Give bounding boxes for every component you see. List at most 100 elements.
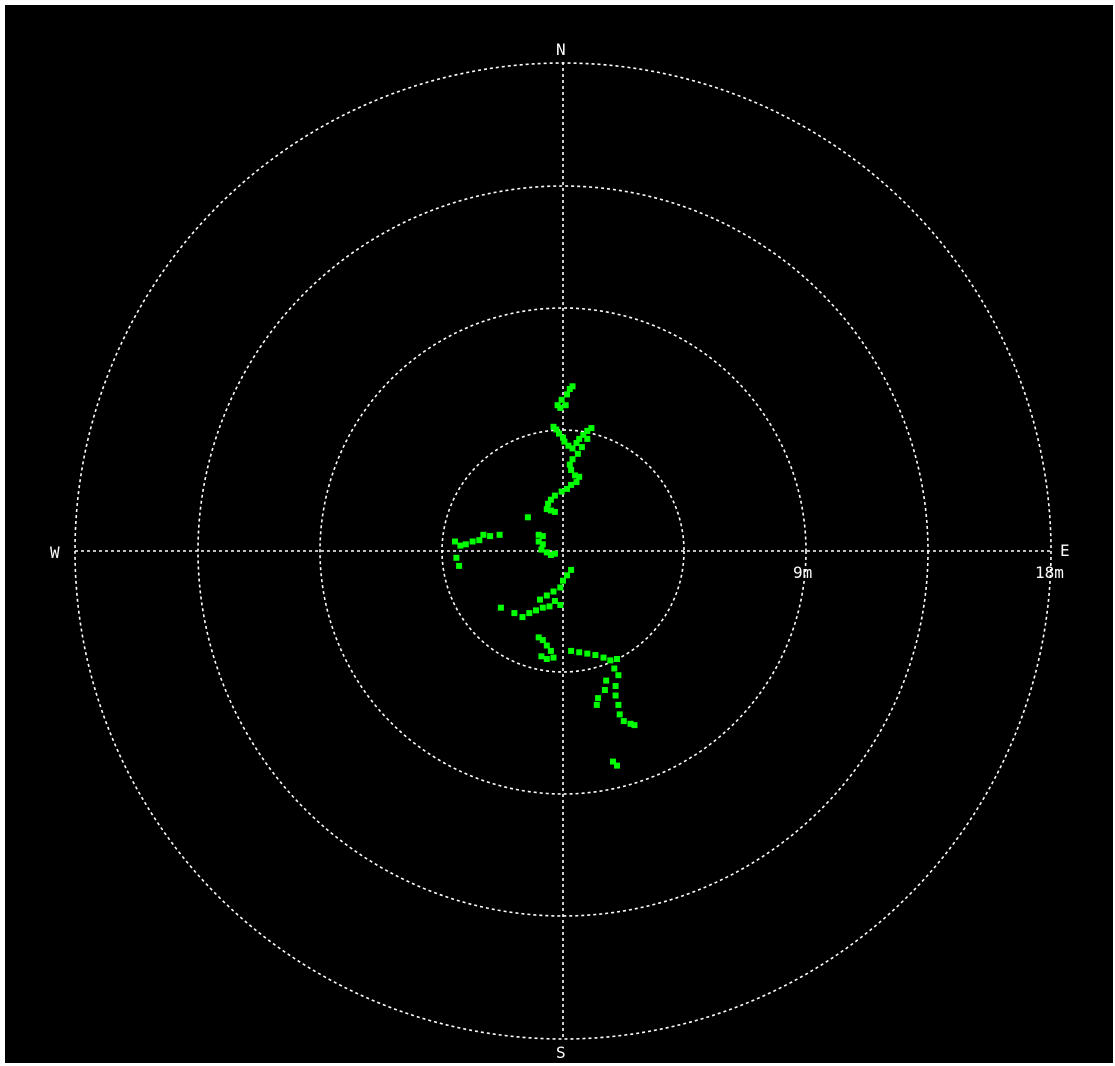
detection-point: [584, 427, 591, 434]
detection-point: [569, 445, 576, 452]
detection-point: [569, 456, 576, 463]
range-label-9m: 9m: [793, 563, 812, 582]
detection-point: [631, 722, 638, 729]
detection-point: [562, 402, 569, 409]
detection-point: [469, 538, 476, 545]
detection-point: [615, 701, 622, 708]
detection-point: [547, 647, 554, 654]
south-label: S: [556, 1043, 566, 1062]
detection-point: [600, 654, 607, 661]
detection-point: [566, 461, 573, 468]
detection-point: [524, 514, 531, 521]
range-grid: [74, 62, 1052, 1040]
detection-point: [573, 479, 580, 486]
detection-point: [535, 634, 542, 641]
detection-point: [603, 677, 610, 684]
detection-point: [476, 537, 483, 544]
detection-point: [543, 549, 550, 556]
detection-point: [539, 533, 546, 540]
detection-point: [558, 396, 565, 403]
detection-point: [496, 531, 503, 538]
detection-point: [543, 656, 550, 662]
detection-point: [543, 592, 550, 599]
detection-point: [561, 438, 568, 445]
detection-point: [526, 610, 533, 617]
detection-point: [547, 496, 554, 503]
detection-point: [519, 614, 526, 621]
detection-point: [610, 758, 616, 765]
detection-point: [566, 386, 573, 392]
detection-point: [487, 533, 494, 540]
detection-point: [565, 442, 572, 449]
detection-point: [462, 541, 469, 548]
detection-point: [550, 588, 557, 595]
detection-point: [456, 562, 463, 569]
detection-point: [595, 695, 602, 702]
detection-point: [557, 584, 564, 591]
detection-point: [511, 610, 518, 617]
detection-point: [572, 472, 579, 479]
detection-point: [611, 665, 618, 672]
detection-point: [551, 550, 558, 557]
detection-points: [452, 383, 638, 769]
detection-point: [573, 440, 580, 446]
detection-point: [539, 541, 546, 548]
detection-point: [612, 692, 619, 699]
detection-point: [568, 647, 575, 654]
detection-point: [453, 554, 460, 561]
north-label: N: [556, 40, 566, 59]
detection-point: [620, 718, 627, 725]
detection-point: [551, 492, 558, 499]
detection-point: [558, 488, 565, 495]
detection-point: [593, 701, 600, 708]
detection-point: [545, 500, 552, 507]
detection-point: [553, 426, 560, 433]
detection-point: [533, 607, 539, 614]
detection-point: [564, 572, 570, 579]
detection-point: [539, 637, 546, 644]
detection-point: [568, 566, 575, 573]
detection-point: [568, 481, 575, 488]
detection-point: [543, 506, 550, 513]
detection-point: [539, 604, 546, 611]
detection-point: [538, 546, 545, 553]
detection-point: [497, 604, 504, 611]
detection-point: [551, 508, 558, 515]
detection-point: [535, 531, 542, 538]
detection-point: [588, 425, 595, 432]
detection-point: [574, 450, 581, 457]
detection-point: [612, 683, 619, 689]
detection-point: [543, 642, 550, 649]
east-label: E: [1060, 541, 1070, 560]
detection-point: [564, 391, 570, 398]
detection-point: [560, 577, 566, 584]
detection-point: [614, 762, 620, 769]
detection-point: [547, 552, 554, 558]
range-label-18m: 18m: [1035, 563, 1064, 582]
detection-point: [535, 538, 542, 545]
detection-point: [538, 653, 545, 660]
detection-point: [557, 404, 564, 411]
detection-point: [556, 430, 562, 437]
detection-point: [601, 687, 608, 693]
detection-point: [564, 485, 570, 492]
detection-point: [616, 711, 623, 718]
detection-point: [607, 657, 614, 664]
detection-point: [457, 542, 464, 549]
detection-point: [546, 603, 553, 610]
detection-point: [551, 598, 558, 604]
compass-labels: N S E W 9m 18m: [50, 40, 1070, 1062]
detection-point: [576, 435, 583, 442]
detection-point: [568, 467, 575, 473]
detection-point: [480, 531, 487, 538]
west-label: W: [50, 543, 60, 562]
detection-point: [584, 435, 591, 442]
detection-point: [584, 650, 591, 657]
detection-point: [452, 538, 458, 545]
detection-point: [576, 473, 583, 480]
detection-point: [537, 596, 543, 603]
detection-point: [580, 431, 587, 438]
detection-point: [560, 434, 566, 441]
detection-point: [627, 720, 634, 727]
